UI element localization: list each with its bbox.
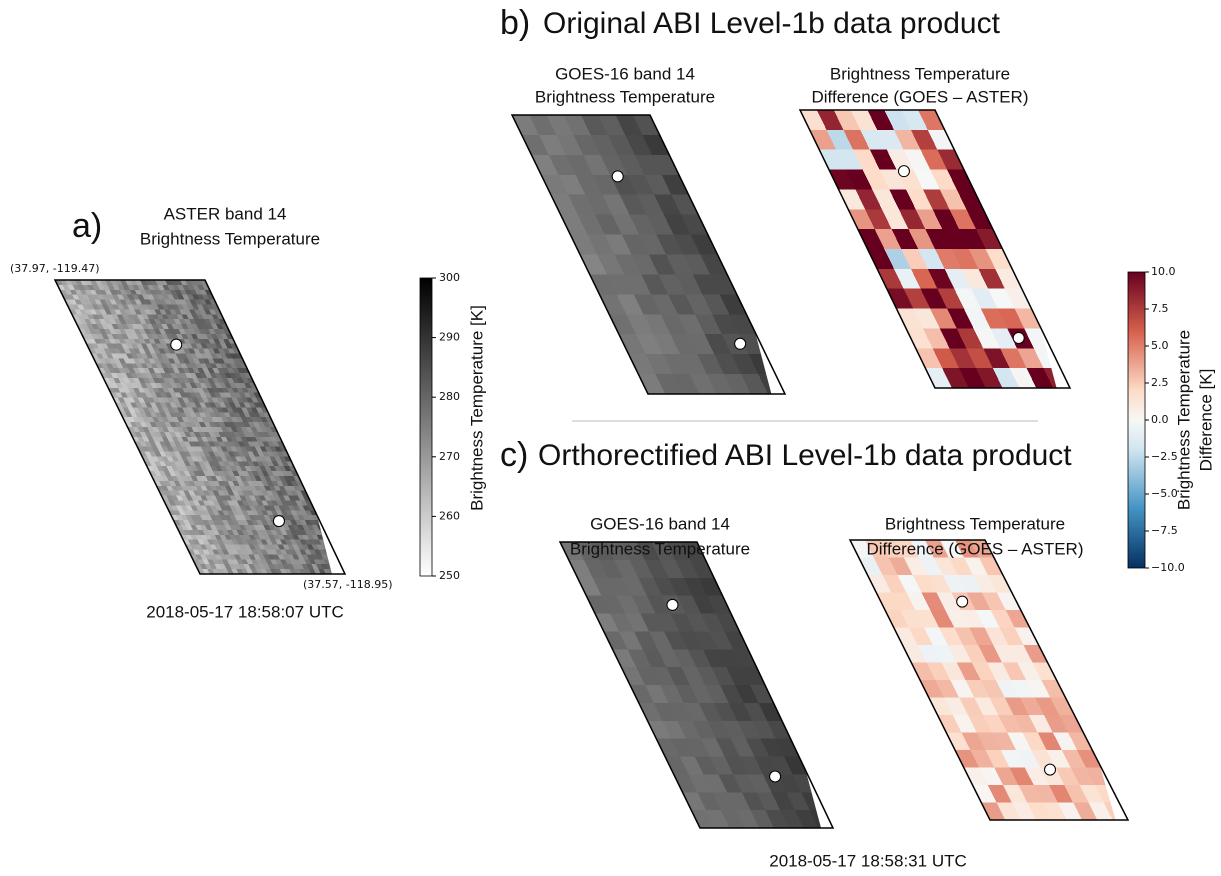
map-title: Difference (GOES – ASTER) [812,87,1029,106]
colorbar-tick-label: 280 [439,390,460,403]
site-marker [171,339,182,350]
map-title: Brightness Temperature [535,87,715,106]
map [850,540,1128,820]
site-marker [667,599,678,610]
panel-label: b) [500,4,530,42]
map-title: Brightness Temperature [830,64,1010,83]
panel-label: c) [500,436,528,474]
panel-title: Orthorectified ABI Level-1b data product [538,439,1072,472]
colorbar-tick-label: 2.5 [1151,376,1169,389]
colorbar-tick-label: −2.5 [1151,450,1178,463]
colorbar-tick-label: 250 [439,569,460,582]
map [55,280,345,574]
colorbar-tick-label: −10.0 [1151,561,1185,574]
site-marker [770,771,781,782]
site-marker [957,596,968,607]
site-marker [612,171,623,182]
timestamp: 2018-05-17 18:58:31 UTC [769,851,967,870]
map-title: Brightness Temperature [570,539,750,558]
map-title: ASTER band 14 [164,204,287,223]
colorbar-tick-label: 10.0 [1151,265,1176,278]
colorbar-tick-label: 270 [439,450,460,463]
colorbar-label: Brightness Temperature [1174,330,1193,510]
map-title: Brightness Temperature [885,514,1065,533]
map-title: Brightness Temperature [140,229,320,248]
site-marker [273,516,284,527]
corner-label: (37.97, -119.47) [10,262,100,275]
site-marker [1013,332,1024,343]
colorbar [1128,272,1145,568]
map-title: GOES-16 band 14 [555,64,695,83]
map [800,110,1070,388]
colorbar-label: Difference [K] [1196,369,1215,472]
site-marker [1045,764,1056,775]
corner-label: (37.57, -118.95) [303,578,393,591]
timestamp: 2018-05-17 18:58:07 UTC [146,602,344,621]
colorbar-label: Brightness Temperature [K] [467,305,486,511]
colorbar-tick-label: 260 [439,509,460,522]
colorbar-tick-label: 0.0 [1151,413,1169,426]
colorbar-tick-label: 300 [439,271,460,284]
site-marker [898,166,909,177]
colorbar-tick-label: 290 [439,331,460,344]
panel-label: a) [72,207,102,245]
panel-title: Original ABI Level-1b data product [543,7,1001,40]
map-title: Difference (GOES – ASTER) [867,539,1084,558]
map [560,542,833,828]
colorbar-tick-label: −5.0 [1151,487,1178,500]
colorbar [420,278,432,576]
map-title: GOES-16 band 14 [590,514,730,533]
figure: a) ASTER band 14 Brightness Temperature … [0,0,1221,876]
site-marker [735,338,746,349]
colorbar-tick-label: 5.0 [1151,339,1169,352]
colorbar-tick-label: −7.5 [1151,524,1178,537]
map [512,115,785,394]
colorbar-tick-label: 7.5 [1151,302,1169,315]
